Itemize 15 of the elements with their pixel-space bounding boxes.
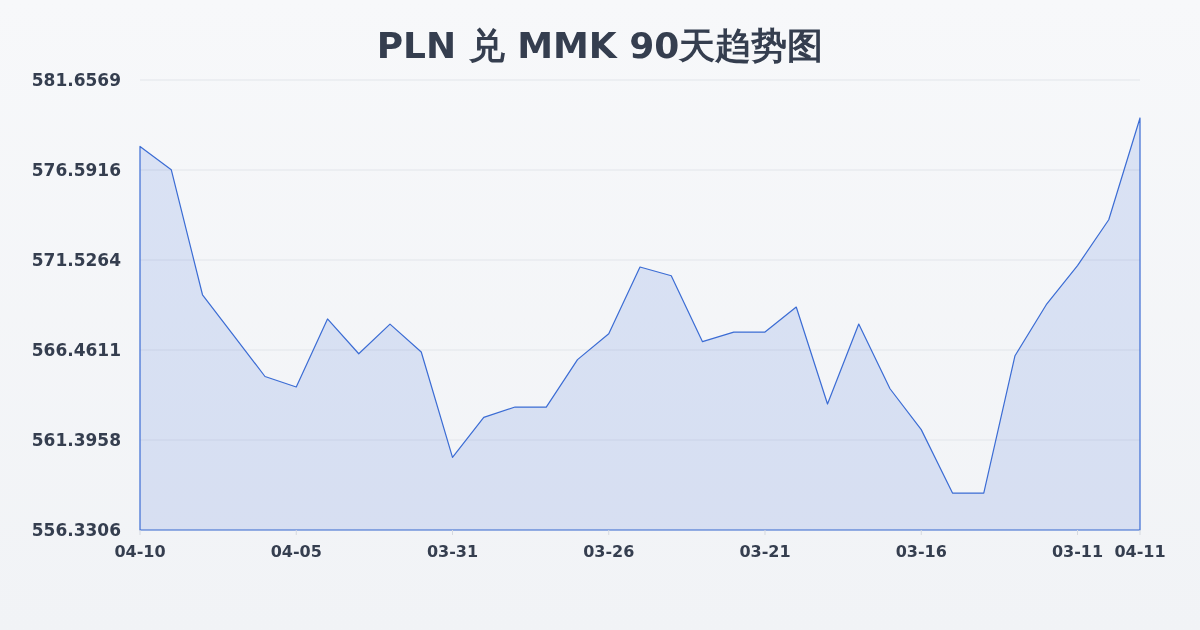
y-tick-label: 571.5264 <box>31 250 122 271</box>
x-tick-label: 03-31 <box>426 542 479 561</box>
chart-title: PLN 兑 MMK 90天趋势图 <box>376 25 824 66</box>
x-tick-label: 03-26 <box>583 542 635 561</box>
y-tick-label: 561.3958 <box>31 430 121 451</box>
x-tick-label: 04-11 <box>1114 542 1166 561</box>
y-tick-label: 581.6569 <box>31 70 121 91</box>
x-tick-label: 04-05 <box>270 542 322 561</box>
x-tick-label: 04-10 <box>114 542 166 561</box>
y-tick-label: 576.5916 <box>31 160 121 181</box>
y-tick-label: 566.4611 <box>31 340 121 361</box>
x-tick-label: 03-11 <box>1051 542 1104 561</box>
x-tick-label: 03-21 <box>739 542 791 561</box>
x-tick-label: 03-16 <box>895 542 947 561</box>
y-tick-label: 556.3306 <box>31 520 121 541</box>
